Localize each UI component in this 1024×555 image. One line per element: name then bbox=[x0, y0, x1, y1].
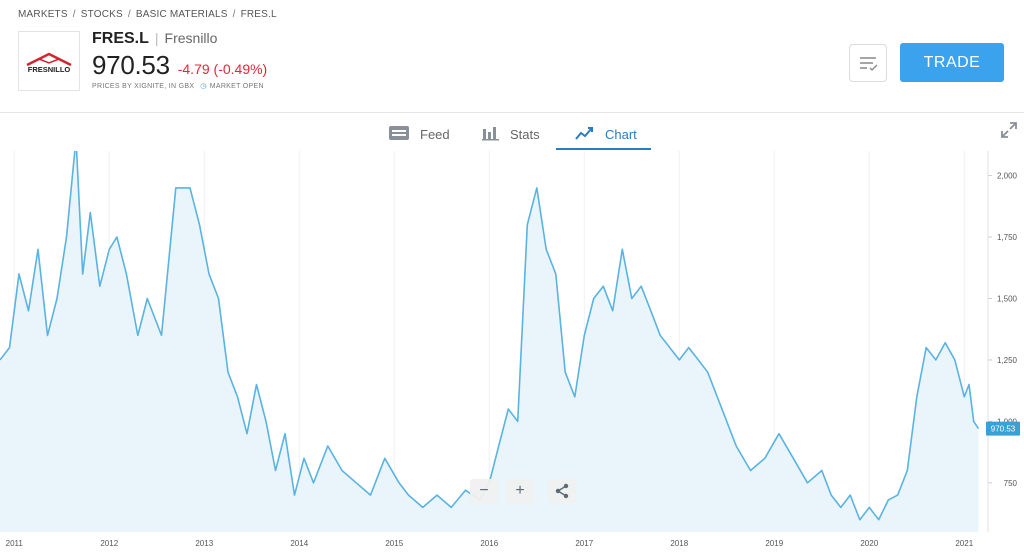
ticker-symbol: FRES.L bbox=[92, 30, 149, 47]
market-status: MARKET OPEN bbox=[209, 83, 264, 90]
price-area bbox=[0, 138, 979, 532]
last-value-badge bbox=[986, 421, 1020, 436]
price-line bbox=[0, 137, 980, 521]
x-tick-label: 2013 bbox=[195, 539, 213, 548]
line-chart-icon bbox=[575, 125, 595, 144]
breadcrumb-stocks[interactable]: STOCKS bbox=[80, 9, 123, 20]
tab-feed-label: Feed bbox=[420, 126, 450, 142]
price-row: 970.53 -4.79 (-0.49%) bbox=[92, 50, 267, 81]
y-tick-label: 1,500 bbox=[997, 294, 1018, 303]
tab-feed[interactable]: Feed bbox=[388, 118, 450, 150]
y-tick-label: 2,000 bbox=[997, 172, 1018, 181]
current-price: 970.53 bbox=[92, 50, 170, 80]
zoom-in-button[interactable]: + bbox=[506, 479, 534, 503]
share-icon bbox=[555, 483, 569, 499]
x-tick-label: 2020 bbox=[860, 539, 878, 548]
x-tick-label: 2019 bbox=[765, 539, 783, 548]
y-tick-label: 1,750 bbox=[997, 233, 1018, 242]
share-button[interactable] bbox=[548, 479, 576, 503]
x-tick-label: 2021 bbox=[955, 539, 973, 548]
zoom-out-button[interactable]: − bbox=[470, 479, 498, 503]
list-check-icon bbox=[860, 57, 878, 71]
price-meta: PRICES BY XIGNITE, IN GBX ◷ MARKET OPEN bbox=[92, 82, 264, 90]
x-tick-label: 2016 bbox=[480, 539, 498, 548]
x-tick-label: 2014 bbox=[290, 539, 308, 548]
breadcrumb-basic-materials[interactable]: BASIC MATERIALS bbox=[135, 9, 228, 20]
x-tick-label: 2011 bbox=[6, 539, 24, 548]
header-divider bbox=[0, 112, 1024, 113]
active-tab-indicator bbox=[556, 148, 651, 150]
y-tick-label: 750 bbox=[1004, 479, 1018, 488]
breadcrumb-current: FRES.L bbox=[240, 9, 277, 20]
x-tick-label: 2017 bbox=[575, 539, 593, 548]
company-logo: FRESNILLO bbox=[18, 31, 80, 91]
bar-chart-icon bbox=[482, 125, 500, 144]
breadcrumb: MARKETS / STOCKS / BASIC MATERIALS / FRES.L bbox=[18, 9, 277, 20]
price-chart[interactable]: 2011 2012 2013 2014 2015 2016 2017 2018 2019 2020… bbox=[0, 137, 1024, 550]
feed-icon bbox=[388, 125, 410, 144]
trade-button[interactable]: TRADE bbox=[900, 43, 1004, 82]
clock-icon: ◷ bbox=[200, 83, 207, 90]
tab-stats[interactable]: Stats bbox=[482, 118, 540, 150]
tab-stats-label: Stats bbox=[510, 126, 540, 142]
price-source: PRICES BY XIGNITE, IN GBX bbox=[92, 83, 195, 90]
x-tick-label: 2015 bbox=[385, 539, 403, 548]
y-tick-label: 1,250 bbox=[997, 356, 1018, 365]
ticker-separator: | bbox=[154, 30, 159, 46]
breadcrumb-markets[interactable]: MARKETS bbox=[18, 9, 68, 20]
x-tick-label: 2012 bbox=[100, 539, 118, 548]
expand-icon[interactable] bbox=[1001, 122, 1017, 143]
logo-text: FRESNILLO bbox=[28, 65, 71, 74]
company-name: Fresnillo bbox=[164, 30, 218, 46]
tab-chart[interactable]: Chart bbox=[575, 118, 637, 150]
price-change: -4.79 (-0.49%) bbox=[177, 61, 268, 77]
x-tick-label: 2018 bbox=[670, 539, 688, 548]
tab-chart-label: Chart bbox=[605, 126, 637, 142]
watchlist-button[interactable] bbox=[849, 44, 887, 82]
chart-svg: 2011 2012 2013 2014 2015 2016 2017 2018 2019 2020… bbox=[0, 137, 1020, 548]
last-value-label: 970.53 bbox=[991, 425, 1016, 434]
ticker-row: FRES.L | Fresnillo bbox=[92, 30, 217, 48]
